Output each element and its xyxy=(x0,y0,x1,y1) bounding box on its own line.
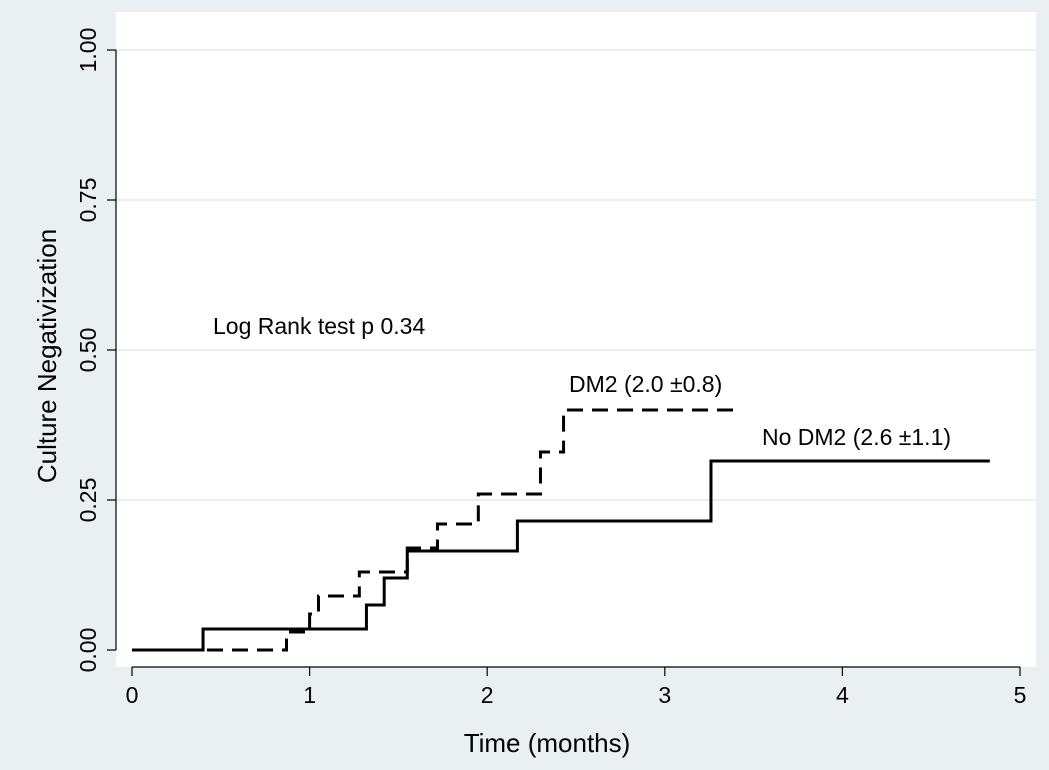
x-tick-label: 5 xyxy=(1014,682,1027,708)
series-lines xyxy=(132,408,990,652)
x-tick-label: 2 xyxy=(481,682,494,708)
axes xyxy=(107,49,1021,676)
x-tick-label: 1 xyxy=(303,682,316,708)
series-label-no-dm2: No DM2 (2.6 ±1.1) xyxy=(762,424,951,450)
x-axis-title: Time (months) xyxy=(464,728,631,758)
y-tick-label: 0.00 xyxy=(75,628,101,673)
plot-area xyxy=(116,12,1036,667)
labels: 0.00 0.25 0.50 0.75 1.00 0 1 2 3 4 5 Time (months) C… xyxy=(32,28,1026,758)
y-tick-label: 0.50 xyxy=(75,328,101,373)
x-tick-label: 3 xyxy=(658,682,671,708)
x-tick-label: 4 xyxy=(836,682,849,708)
log-rank-annotation: Log Rank test p 0.34 xyxy=(213,313,425,339)
series-label-dm2: DM2 (2.0 ±0.8) xyxy=(569,371,722,397)
y-tick-label: 1.00 xyxy=(75,28,101,73)
y-axis-title: Culture Negativization xyxy=(32,229,62,483)
series-no-dm2-line xyxy=(132,459,990,652)
gridlines xyxy=(116,49,1036,501)
x-tick-label: 0 xyxy=(126,682,139,708)
y-tick-label: 0.25 xyxy=(75,478,101,523)
y-tick-label: 0.75 xyxy=(75,178,101,223)
